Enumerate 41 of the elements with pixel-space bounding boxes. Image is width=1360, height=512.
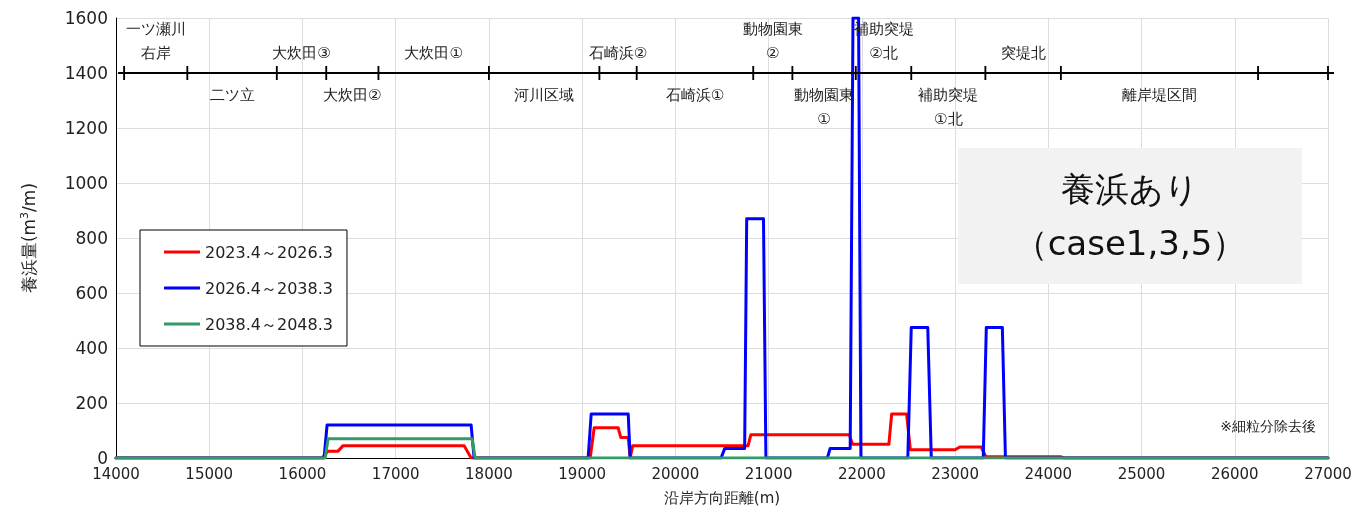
y-tick-label: 1600 xyxy=(64,8,108,28)
x-tick-label: 27000 xyxy=(1304,464,1352,483)
annotation: 一ツ瀬川右岸 xyxy=(125,20,186,62)
y-tick-label: 800 xyxy=(75,228,108,248)
x-tick-label: 19000 xyxy=(558,464,607,483)
y-tick-label: 1000 xyxy=(64,173,108,193)
y-tick-label: 1200 xyxy=(64,118,108,138)
annotation: 大炊田① xyxy=(404,44,463,62)
y-tick-label: 600 xyxy=(75,283,108,303)
annotation: ※細粒分除去後 xyxy=(1220,418,1316,434)
annotation: 補助突堤①北 xyxy=(918,86,979,128)
annotation: 石崎浜① xyxy=(665,86,725,104)
x-tick-label: 15000 xyxy=(185,464,234,483)
x-tick-label: 16000 xyxy=(278,464,327,483)
x-tick-label: 18000 xyxy=(465,464,513,483)
x-tick-label: 25000 xyxy=(1117,464,1166,483)
y-tick-label: 200 xyxy=(75,393,108,413)
annotation: 大炊田③ xyxy=(272,44,331,62)
annotation: 二ツ立 xyxy=(209,86,255,104)
caption-panel: 養浜あり（case1,3,5） xyxy=(958,148,1302,284)
x-tick-label: 24000 xyxy=(1024,464,1073,483)
y-axis-title: 養浜量(m3/m) xyxy=(18,182,39,294)
x-tick-label: 22000 xyxy=(837,464,886,483)
y-tick-label: 400 xyxy=(75,338,108,358)
annotation: 離岸堤区間 xyxy=(1121,86,1197,104)
legend-label: 2026.4～2038.3 xyxy=(205,278,333,298)
x-tick-label: 20000 xyxy=(651,464,700,483)
annotation: 河川区域 xyxy=(514,86,575,104)
annotation: 大炊田② xyxy=(323,86,382,104)
x-tick-label: 17000 xyxy=(371,464,420,483)
x-tick-label: 21000 xyxy=(744,464,793,483)
x-tick-label: 23000 xyxy=(931,464,979,483)
annotation: 養浜あり（case1,3,5） xyxy=(1012,168,1248,265)
annotation: 石崎浜② xyxy=(588,44,648,62)
legend-label: 2023.4～2026.3 xyxy=(205,242,333,262)
annotation: 突堤北 xyxy=(1000,44,1046,62)
x-axis-title: 沿岸方向距離(m) xyxy=(663,488,781,507)
annotation: 動物園東② xyxy=(742,20,803,62)
legend-label: 2038.4～2048.3 xyxy=(205,314,333,334)
y-tick-label: 1400 xyxy=(64,63,108,83)
x-tick-label: 26000 xyxy=(1210,464,1259,483)
